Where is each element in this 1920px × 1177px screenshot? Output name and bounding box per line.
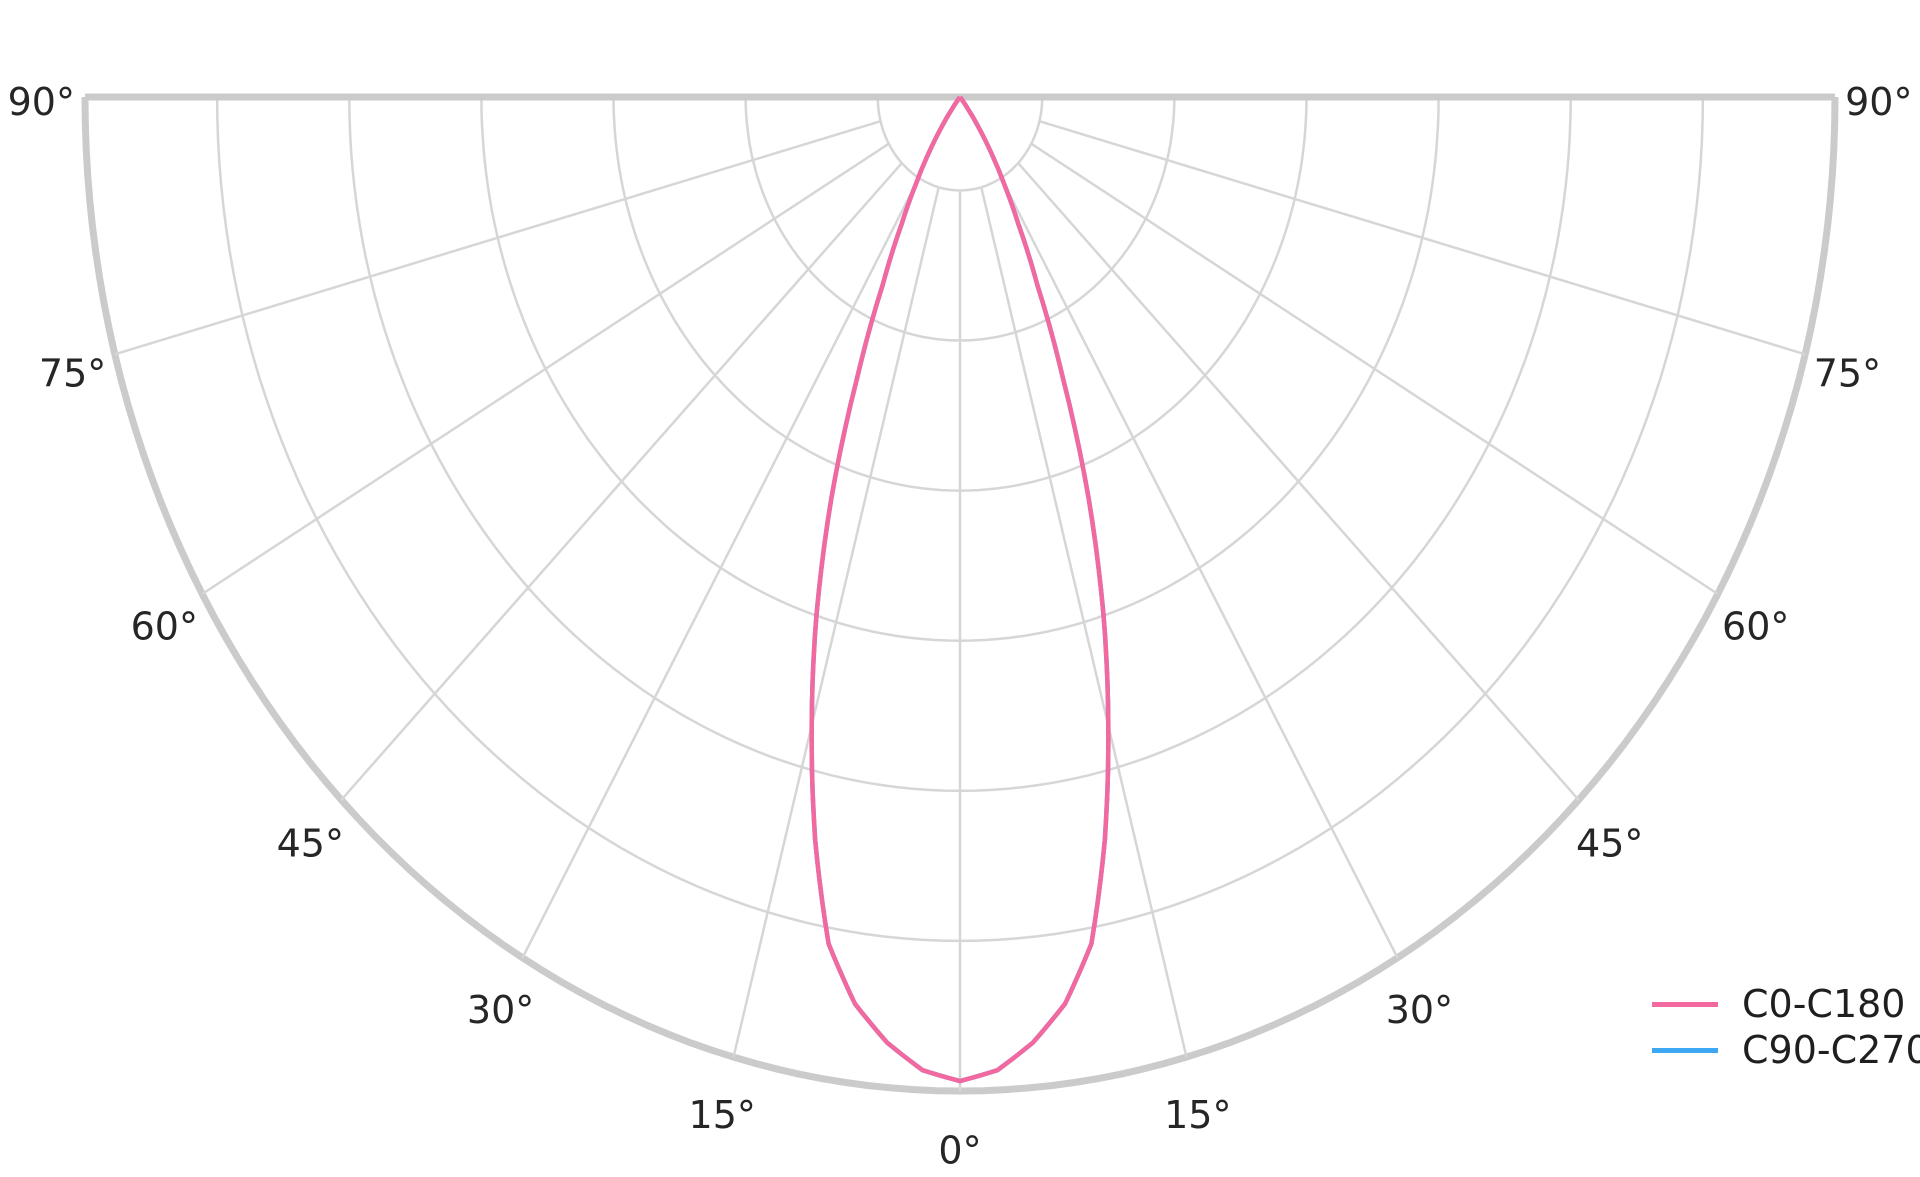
grid-spoke-45deg: [1017, 162, 1580, 801]
grid-spoke--15deg: [732, 187, 940, 1058]
angle-label-15-right: 15°: [1164, 1093, 1231, 1137]
grid-spoke--75deg: [114, 120, 881, 356]
angle-label-45-left: 45°: [277, 822, 344, 866]
angle-label-15-left: 15°: [689, 1093, 756, 1137]
angle-label-90-right: 90°: [1845, 80, 1912, 124]
angle-label-75-right: 75°: [1814, 351, 1881, 395]
angle-label-30-right: 30°: [1386, 988, 1453, 1032]
legend: C0-C180 C90-C270: [1652, 982, 1920, 1072]
legend-label-c90-c270: C90-C270: [1742, 1028, 1920, 1072]
angle-label-75-left: 75°: [39, 351, 106, 395]
angle-label-60-right: 60°: [1722, 604, 1789, 648]
grid-spoke--30deg: [521, 177, 921, 959]
angle-label-30-left: 30°: [467, 988, 534, 1032]
angle-label-60-left: 60°: [131, 604, 198, 648]
grid-ring-0: [876, 96, 1044, 192]
legend-line-c90-c270: [1652, 1047, 1718, 1053]
grid-spoke-30deg: [999, 177, 1399, 959]
angle-label-90-left: 90°: [8, 80, 75, 124]
curve-c0-c180: [809, 95, 1111, 1084]
grid-spoke--45deg: [340, 162, 903, 801]
grid-spoke--60deg: [201, 142, 890, 596]
angle-label-0: 0°: [938, 1129, 981, 1173]
legend-row-c90-c270: C90-C270: [1652, 1028, 1920, 1072]
grid-spoke-15deg: [980, 187, 1188, 1058]
grid-spoke-60deg: [1030, 142, 1719, 596]
grid-spoke-75deg: [1039, 120, 1806, 356]
legend-row-c0-c180: C0-C180: [1652, 982, 1920, 1026]
angle-label-45-right: 45°: [1576, 822, 1643, 866]
legend-label-c0-c180: C0-C180: [1742, 982, 1906, 1026]
legend-line-c0-c180: [1652, 1001, 1718, 1007]
